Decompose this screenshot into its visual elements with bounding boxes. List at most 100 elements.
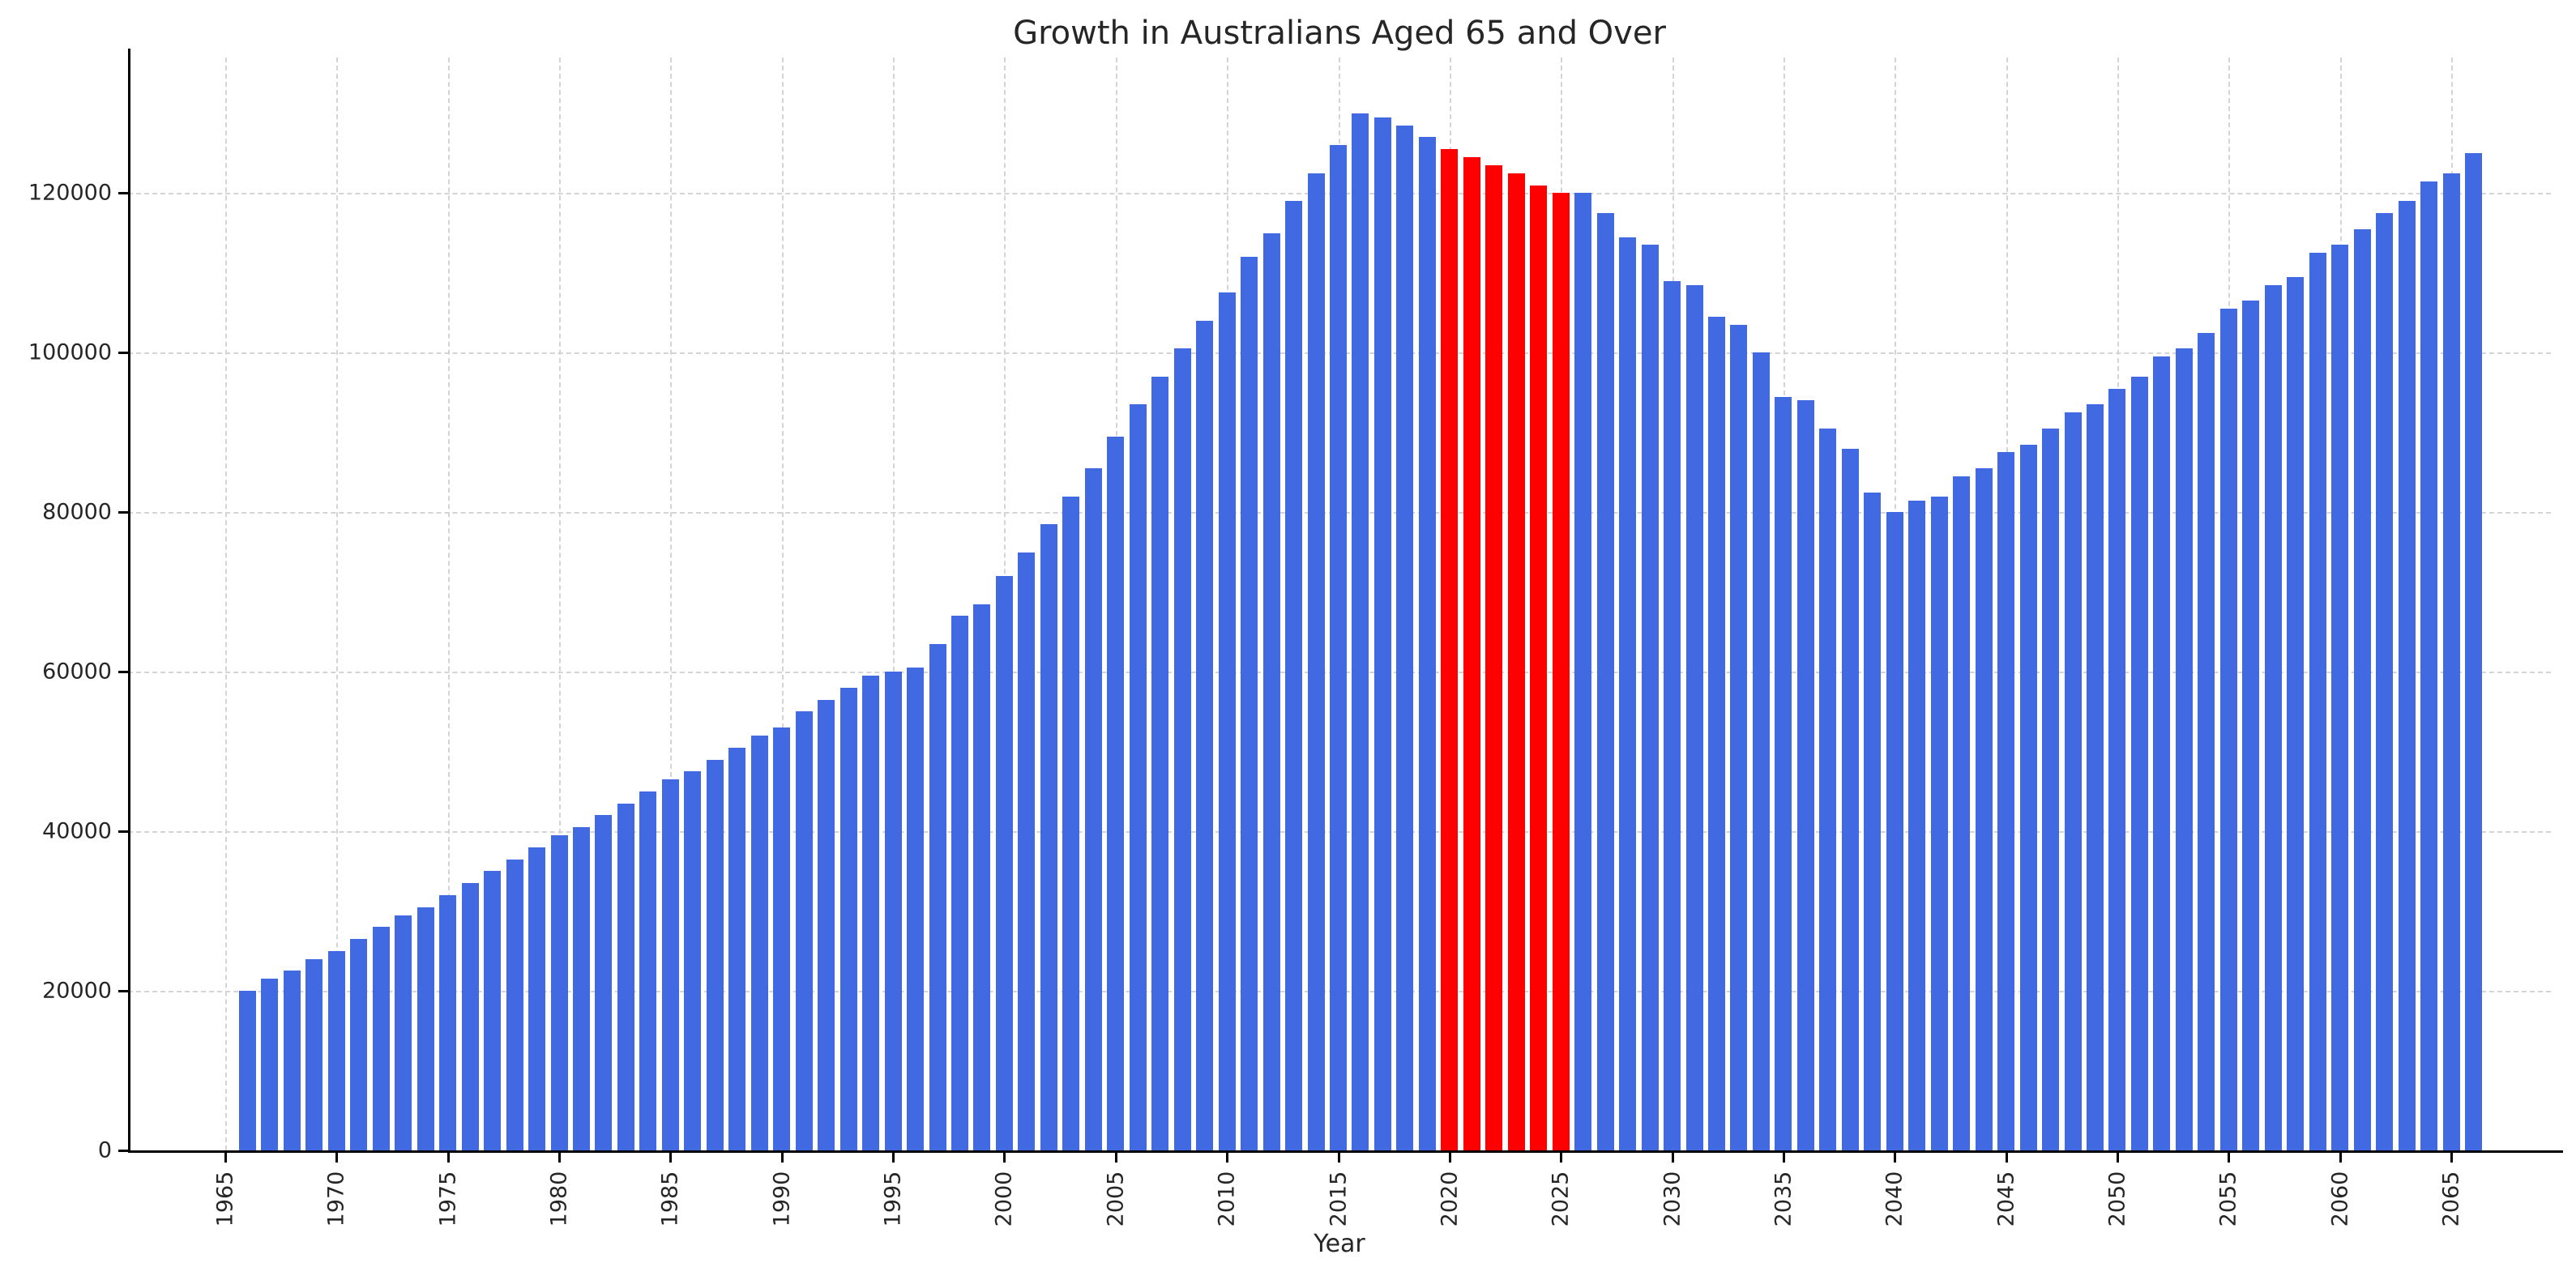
v-gridline: [225, 58, 227, 1150]
bar-1991: [795, 711, 813, 1150]
y-tick-label: 60000: [42, 659, 112, 685]
x-tick-mark: [1671, 1153, 1674, 1163]
bar-1978: [506, 859, 523, 1150]
bar-2014: [1307, 173, 1325, 1150]
bar-2008: [1173, 348, 1191, 1150]
bar-2026: [1574, 193, 1592, 1150]
v-gridline: [559, 58, 562, 1150]
bar-2025: [1552, 193, 1570, 1150]
bar-2000: [995, 576, 1013, 1150]
bar-1976: [461, 883, 479, 1150]
x-axis-spine: [128, 1150, 2563, 1153]
x-tick-mark: [2339, 1153, 2342, 1163]
x-tick-label: 2025: [1548, 1171, 1574, 1227]
x-tick-mark: [1003, 1153, 1006, 1163]
y-tick-label: 80000: [42, 499, 112, 525]
x-tick-mark: [1782, 1153, 1785, 1163]
bar-2044: [1975, 468, 1993, 1150]
bar-1970: [327, 950, 345, 1150]
bar-2002: [1040, 524, 1057, 1150]
bar-2020: [1441, 149, 1459, 1150]
bar-2010: [1218, 292, 1236, 1150]
bar-2039: [1864, 492, 1882, 1150]
bar-2061: [2353, 228, 2371, 1150]
v-gridline: [336, 58, 339, 1150]
bar-2013: [1285, 201, 1303, 1150]
x-tick-label: 2060: [2327, 1171, 2353, 1227]
bar-2003: [1062, 496, 1080, 1150]
bar-2066: [2464, 153, 2482, 1150]
chart-title: Growth in Australians Aged 65 and Over: [1013, 15, 1666, 52]
bar-1983: [617, 803, 634, 1150]
x-tick-label: 2050: [2104, 1171, 2130, 1227]
bar-2027: [1596, 213, 1614, 1150]
x-tick-mark: [335, 1153, 339, 1163]
bar-2006: [1129, 404, 1147, 1150]
bar-1981: [573, 827, 591, 1150]
bar-2029: [1641, 245, 1659, 1150]
y-tick-label: 40000: [42, 818, 112, 844]
bar-2042: [1930, 496, 1948, 1150]
bar-2007: [1151, 376, 1169, 1150]
bar-2034: [1752, 352, 1770, 1150]
bar-1966: [238, 991, 256, 1150]
x-tick-mark: [892, 1153, 895, 1163]
bar-2064: [2420, 181, 2438, 1150]
bar-2057: [2264, 284, 2282, 1150]
bar-2015: [1330, 145, 1347, 1150]
bar-1974: [417, 907, 434, 1150]
x-tick-mark: [1448, 1153, 1451, 1163]
bar-1980: [550, 835, 568, 1150]
bar-1975: [439, 894, 457, 1150]
bar-1990: [773, 727, 791, 1150]
x-tick-mark: [1226, 1153, 1229, 1163]
bar-2024: [1530, 185, 1548, 1150]
bar-2065: [2442, 173, 2460, 1150]
x-tick-label: 1980: [546, 1171, 572, 1227]
y-tick-label: 100000: [28, 339, 112, 365]
bar-2038: [1841, 448, 1859, 1150]
bar-2062: [2376, 213, 2394, 1150]
x-tick-label: 1995: [880, 1171, 906, 1227]
x-tick-label: 1990: [769, 1171, 795, 1227]
x-tick-mark: [1337, 1153, 1340, 1163]
bar-2016: [1352, 113, 1369, 1150]
x-tick-mark: [2005, 1153, 2008, 1163]
bar-2040: [1886, 512, 1903, 1150]
y-tick-mark: [118, 830, 128, 834]
bar-2011: [1241, 257, 1258, 1150]
bar-2063: [2398, 201, 2416, 1150]
bar-2022: [1485, 164, 1503, 1150]
bar-1998: [951, 616, 968, 1150]
bar-1984: [639, 791, 657, 1150]
bar-1971: [350, 939, 368, 1150]
bar-2037: [1819, 428, 1837, 1150]
bar-2032: [1707, 317, 1725, 1150]
bar-1992: [818, 699, 835, 1150]
y-tick-label: 120000: [28, 180, 112, 206]
v-gridline: [447, 58, 450, 1150]
bar-2001: [1018, 552, 1036, 1150]
bar-1986: [684, 771, 702, 1150]
bar-1979: [528, 847, 546, 1150]
bar-1995: [884, 672, 902, 1150]
bar-1994: [862, 676, 880, 1150]
bar-2045: [1997, 452, 2015, 1150]
bar-2012: [1262, 233, 1280, 1150]
bar-1988: [728, 747, 746, 1150]
x-tick-label: 2000: [991, 1171, 1017, 1227]
x-tick-mark: [2450, 1153, 2453, 1163]
x-tick-mark: [1114, 1153, 1117, 1163]
x-tick-label: 2040: [1882, 1171, 1907, 1227]
bar-2055: [2219, 309, 2237, 1150]
x-tick-mark: [558, 1153, 562, 1163]
x-tick-label: 2035: [1771, 1171, 1796, 1227]
x-tick-label: 1985: [657, 1171, 683, 1227]
bar-1993: [839, 687, 857, 1150]
y-tick-mark: [118, 352, 128, 355]
bar-2058: [2287, 276, 2305, 1150]
x-axis-label: Year: [1314, 1230, 1365, 1258]
bar-2060: [2331, 245, 2349, 1150]
y-tick-mark: [118, 990, 128, 993]
